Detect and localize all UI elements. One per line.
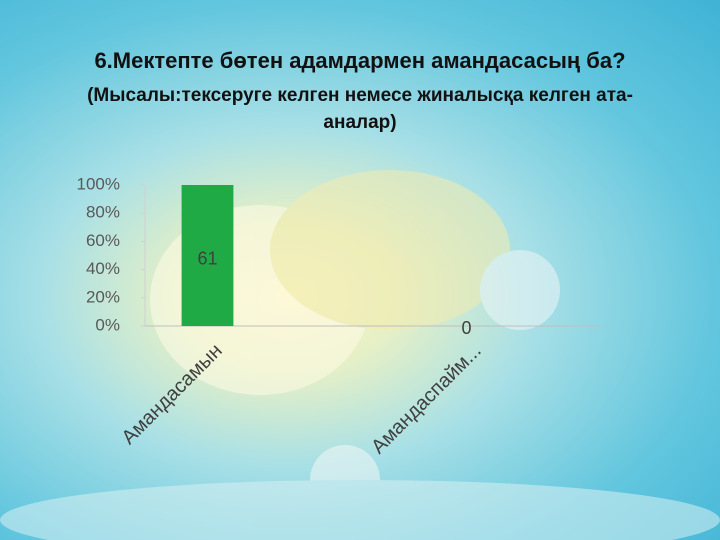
y-tick-label: 40% — [86, 259, 120, 278]
slide-subtitle: аналар) — [323, 112, 396, 133]
y-tick-label: 20% — [86, 287, 120, 306]
y-tick-label: 60% — [86, 231, 120, 250]
bar — [181, 185, 234, 326]
y-tick-label: 100% — [77, 174, 120, 193]
y-tick-label: 80% — [86, 203, 120, 222]
slide-title: 6.Мектепте бөтен адамдармен амандасасың … — [94, 48, 625, 73]
decoration — [0, 170, 720, 540]
y-tick-label: 0% — [95, 315, 120, 334]
count-label: 61 — [197, 248, 217, 268]
count-label: 0 — [461, 318, 471, 338]
x-tick-label: Амандаспайм... — [367, 340, 486, 459]
slide-subtitle: (Мысалы:тексеруге келген немесе жиналысқ… — [87, 85, 633, 106]
